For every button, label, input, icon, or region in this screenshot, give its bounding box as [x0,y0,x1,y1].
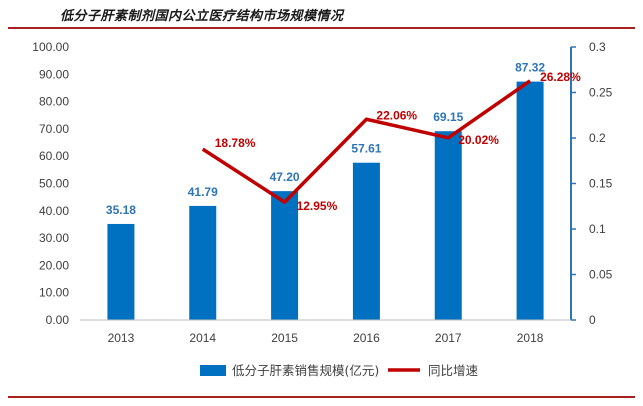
legend-line-label: 同比增速 [428,363,479,378]
bar-data-labels: 35.18 41.79 47.20 57.61 69.15 87.32 [106,61,546,217]
x-tick-label: 2014 [189,331,216,345]
bar [352,162,380,320]
line-value-label: 20.02% [458,133,499,147]
line-value-label: 22.06% [376,108,417,122]
right-tick-label: 0.2 [589,131,606,145]
bar-value-label: 41.79 [188,185,218,199]
line-value-label: 18.78% [215,136,256,150]
right-tick-label: 0.3 [589,40,606,54]
left-tick-label: 50.00 [39,177,69,191]
left-tick-label: 30.00 [39,231,69,245]
chart-title: 低分子肝素制剂国内公立医疗结构市场规模情况 [60,9,344,24]
left-tick-label: 60.00 [39,149,69,163]
bar [189,205,217,320]
right-axis-ticks: 0 0.05 0.1 0.15 0.2 0.25 0.3 [570,40,613,327]
bar-value-label: 69.15 [433,110,463,124]
x-tick-label: 2018 [517,331,544,345]
bar [107,223,135,320]
line-value-label: 26.28% [540,70,581,84]
bar-value-label: 87.32 [515,61,545,75]
bar [271,191,299,320]
legend: 低分子肝素销售规模(亿元) 同比增速 [200,363,479,378]
right-tick-label: 0.15 [589,177,613,191]
bar-series [107,81,544,321]
left-tick-label: 0.00 [46,313,70,327]
growth-line [201,79,532,204]
legend-bar-swatch [200,365,226,376]
bar [434,131,462,320]
line-series [201,79,532,204]
x-tick-label: 2017 [435,331,462,345]
left-tick-label: 20.00 [39,258,69,272]
right-tick-label: 0 [589,313,596,327]
left-tick-label: 70.00 [39,122,69,136]
left-tick-label: 40.00 [39,204,69,218]
right-tick-label: 0.05 [589,268,613,282]
left-tick-label: 90.00 [39,67,69,81]
bar-value-label: 47.20 [270,170,300,184]
bar-value-label: 35.18 [106,203,136,217]
x-tick-label: 2015 [271,331,298,345]
x-axis-ticks: 2013 2014 2015 2016 2017 2018 [108,331,544,345]
legend-bar-label: 低分子肝素销售规模(亿元) [232,363,379,378]
left-tick-label: 100.00 [32,40,69,54]
left-tick-label: 80.00 [39,95,69,109]
x-tick-label: 2016 [353,331,380,345]
bar-value-label: 57.61 [351,142,381,156]
x-tick-label: 2013 [108,331,135,345]
left-axis-ticks: 0.00 10.00 20.00 30.00 40.00 50.00 60.00 70.00 8… [32,40,69,327]
right-tick-label: 0.25 [589,86,613,100]
right-tick-label: 0.1 [589,222,606,236]
line-data-labels: 18.78% 12.95% 22.06% 20.02% 26.28% [215,70,581,213]
bar [516,81,544,321]
bottom-divider [8,396,635,398]
line-value-label: 12.95% [297,199,338,213]
left-tick-label: 10.00 [39,286,69,300]
top-divider [8,27,635,29]
